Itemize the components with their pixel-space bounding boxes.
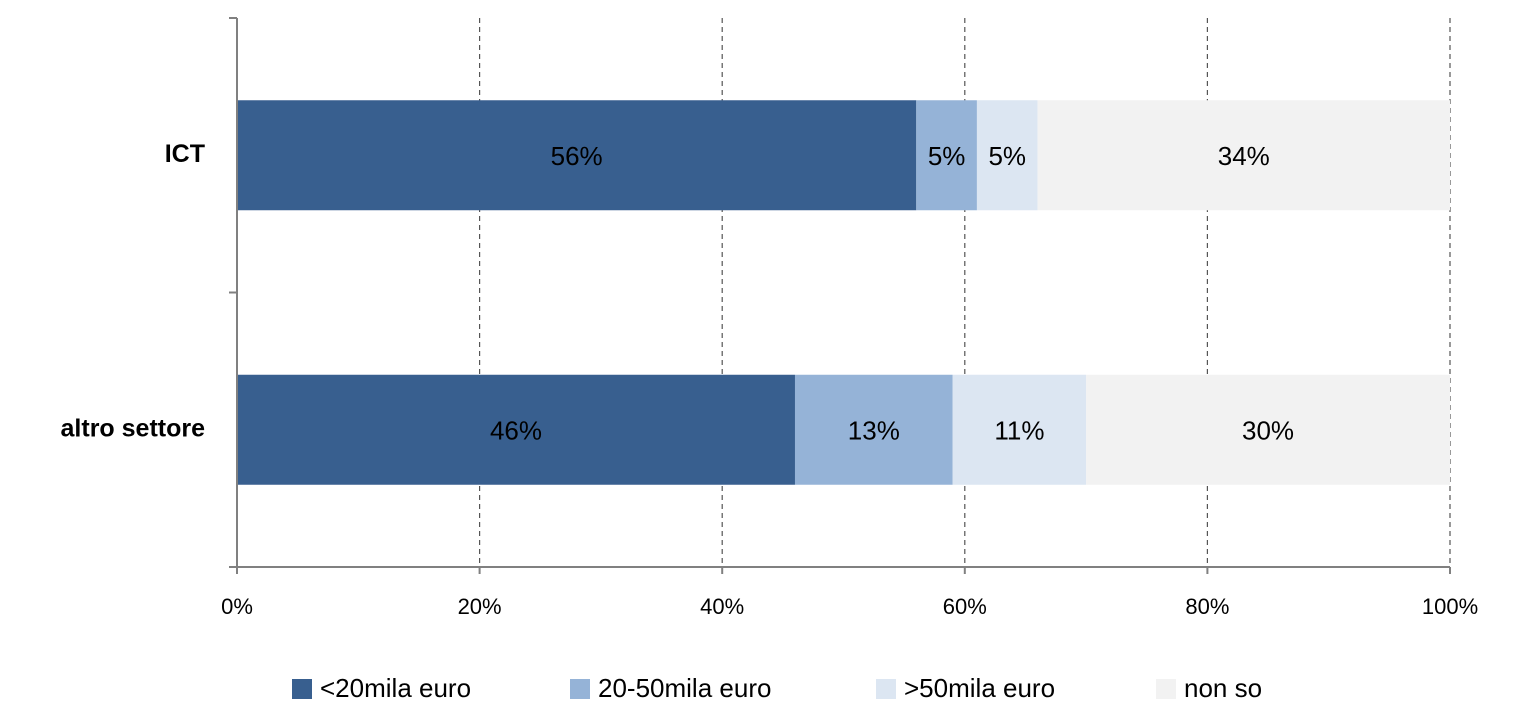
data-label: 5% [928, 141, 966, 171]
x-tick-label: 0% [221, 594, 253, 619]
bar-segment [237, 374, 795, 485]
data-label: 11% [994, 416, 1044, 446]
data-label: 30% [1242, 416, 1294, 446]
legend-swatch [876, 679, 896, 699]
bar-segment [237, 100, 917, 211]
bar-segment [916, 100, 977, 211]
data-label: 56% [551, 141, 603, 171]
data-label: 5% [988, 141, 1026, 171]
legend-label: non so [1184, 673, 1262, 703]
bar-segment [1086, 374, 1450, 485]
legend-label: >50mila euro [904, 673, 1055, 703]
y-tick-label: ICT [165, 140, 205, 168]
x-tick-label: 100% [1422, 594, 1478, 619]
legend-swatch [1156, 679, 1176, 699]
data-label: 46% [490, 416, 542, 446]
data-label: 13% [848, 416, 900, 446]
legend-label: <20mila euro [320, 673, 471, 703]
bar-segment [952, 374, 1087, 485]
bar-segment [794, 374, 953, 485]
x-tick-label: 20% [458, 594, 502, 619]
legend-label: 20-50mila euro [598, 673, 771, 703]
x-tick-label: 60% [943, 594, 987, 619]
data-label: 34% [1218, 141, 1270, 171]
bar-segment [1037, 100, 1450, 211]
x-tick-label: 80% [1185, 594, 1229, 619]
legend-swatch [292, 679, 312, 699]
bar-segment [976, 100, 1038, 211]
x-tick-label: 40% [700, 594, 744, 619]
legend-swatch [570, 679, 590, 699]
y-tick-label: altro settore [61, 414, 206, 442]
